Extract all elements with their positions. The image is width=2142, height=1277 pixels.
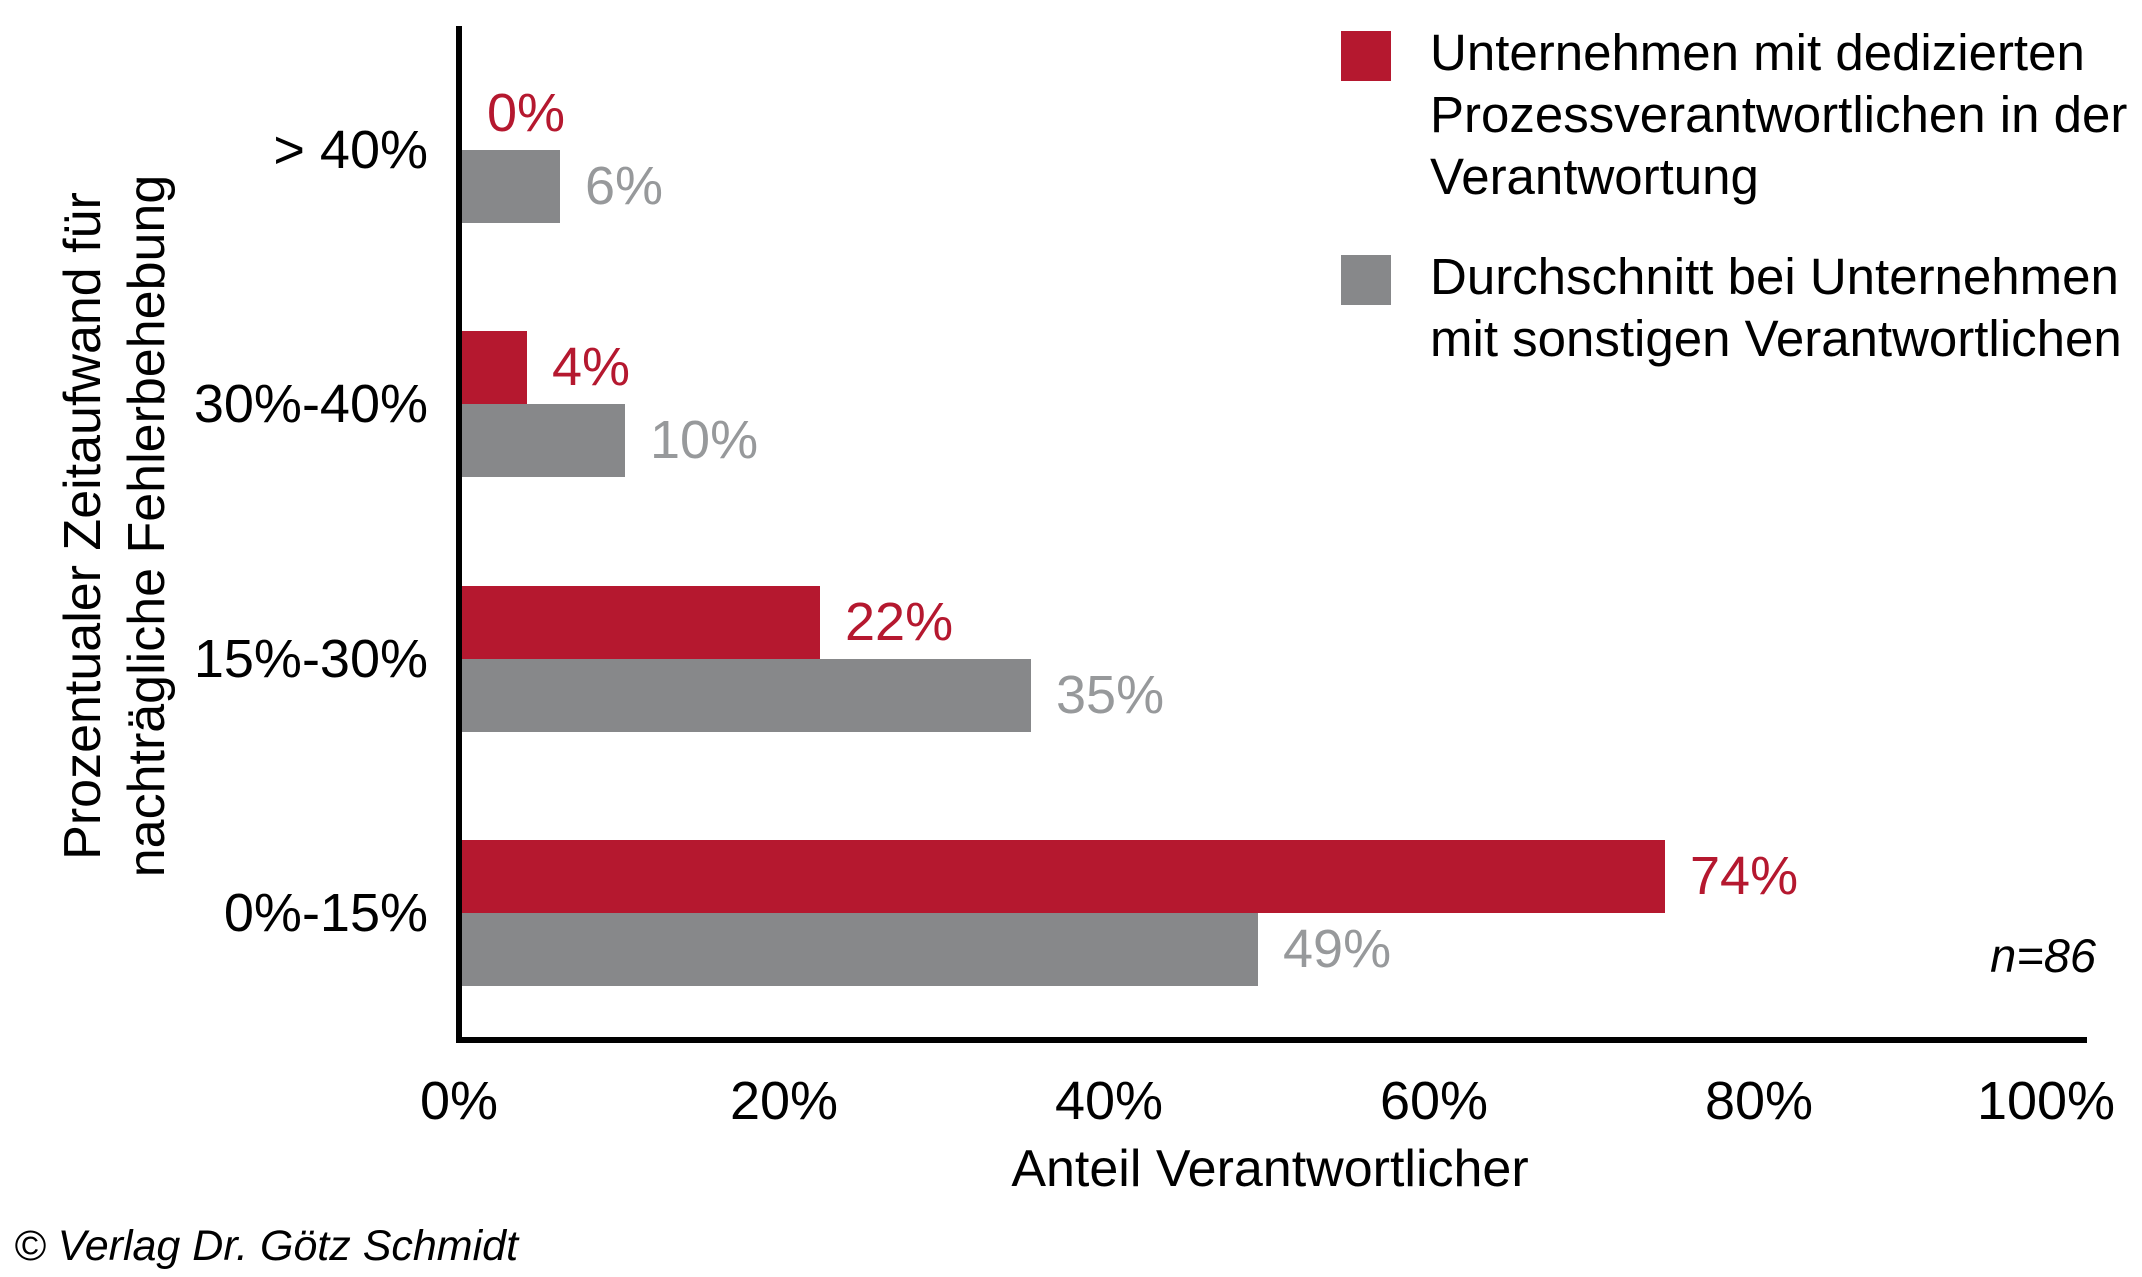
x-tick-label: 0% — [419, 1071, 499, 1131]
data-label: 22% — [845, 591, 954, 652]
legend-line: Unternehmen mit dedizierten — [1430, 24, 2085, 81]
bar-average — [462, 913, 1258, 986]
data-label: 74% — [1690, 846, 1799, 906]
sample-size-note: n=86 — [1990, 929, 2096, 982]
legend-label-dedicated: Unternehmen mit dedizierten Prozessveran… — [1430, 22, 2127, 208]
data-label: 0% — [487, 83, 566, 143]
legend: Unternehmen mit dedizierten Prozessveran… — [1341, 22, 2131, 370]
legend-line: mit sonstigen Verantwortlichen — [1430, 310, 2122, 367]
y-category-label: > 40% — [273, 120, 428, 180]
legend-swatch-gray — [1341, 255, 1391, 305]
legend-item-dedicated-process-owners: Unternehmen mit dedizierten Prozessveran… — [1341, 22, 2131, 208]
x-tick-label: 60% — [1379, 1071, 1489, 1131]
legend-label-average: Durchschnitt bei Unternehmen mit sonstig… — [1430, 246, 2122, 370]
copyright-notice: © Verlag Dr. Götz Schmidt — [14, 1222, 519, 1270]
bar-average — [462, 658, 1031, 732]
data-label: 49% — [1283, 919, 1392, 979]
x-tick-label: 100% — [1976, 1071, 2116, 1131]
y-axis-title-line-2: nachträgliche Fehlerbehebung — [118, 174, 176, 878]
data-label: 35% — [1056, 664, 1165, 725]
bar-average — [462, 150, 560, 223]
y-category-label: 15%-30% — [193, 628, 428, 689]
bar-dedicated — [462, 840, 1665, 913]
x-tick-label: 40% — [1054, 1071, 1164, 1131]
bar-dedicated — [462, 331, 527, 405]
y-axis-title-line-1: Prozentualer Zeitaufwand für — [54, 192, 112, 860]
bar-dedicated — [462, 585, 820, 659]
legend-item-average-other-owners: Durchschnitt bei Unternehmen mit sonstig… — [1341, 246, 2131, 370]
bar-average — [462, 404, 625, 478]
legend-line: Durchschnitt bei Unternehmen — [1430, 248, 2119, 305]
data-label: 10% — [650, 410, 759, 471]
x-tick-label: 20% — [729, 1071, 839, 1131]
y-axis-title: Prozentualer Zeitaufwand für nachträglic… — [51, 175, 179, 878]
legend-swatch-red — [1341, 31, 1391, 81]
data-label: 4% — [552, 337, 631, 398]
plot-area — [456, 26, 2087, 1043]
x-tick-label: 80% — [1704, 1071, 1814, 1131]
legend-line: Prozessverantwortlichen in der — [1430, 86, 2128, 143]
y-category-label: 30%-40% — [193, 374, 428, 435]
data-label: 6% — [585, 156, 664, 216]
x-axis-title: Anteil Verantwortlicher — [1011, 1140, 1529, 1198]
y-category-label: 0%-15% — [223, 883, 428, 943]
legend-line: Verantwortung — [1430, 148, 1759, 205]
